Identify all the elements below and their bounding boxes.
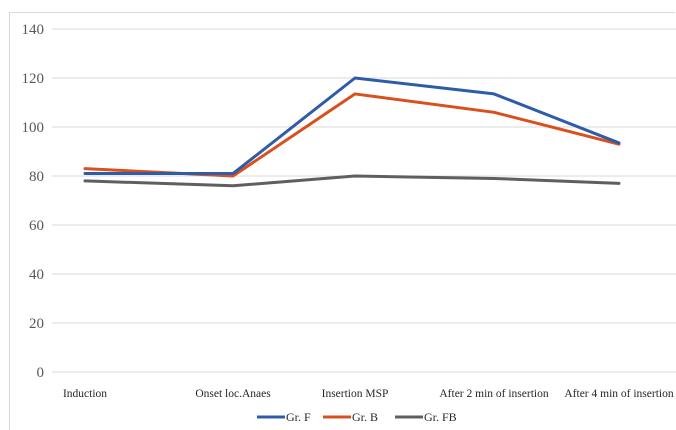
y-tick-label: 120	[22, 71, 45, 87]
x-tick-label: Insertion MSP	[322, 388, 389, 400]
series-line	[83, 76, 621, 176]
x-tick-label: Induction	[63, 388, 107, 400]
legend-label: Gr. F	[286, 410, 311, 424]
y-tick-label: 100	[22, 120, 45, 136]
y-tick-label: 0	[37, 365, 45, 381]
legend: Gr. F Gr. B Gr. FB	[257, 410, 457, 424]
x-axis-ticks: Induction Onset loc.Anaes Insertion MSP Aft…	[63, 388, 674, 400]
y-tick-label: 40	[29, 267, 44, 283]
y-tick-label: 80	[29, 169, 44, 185]
y-tick-label: 60	[29, 218, 44, 234]
legend-label: Gr. B	[352, 410, 378, 424]
series-line	[83, 92, 621, 178]
y-axis-ticks: 0 20 40 60 80 100 120 140	[22, 22, 45, 381]
chart-area	[9, 12, 675, 430]
x-tick-label: After 2 min of insertion	[439, 388, 548, 400]
x-tick-label: After 4 min of insertion	[564, 388, 673, 400]
x-tick-label: Onset loc.Anaes	[195, 388, 271, 400]
y-tick-label: 20	[29, 316, 44, 332]
series-lines	[83, 76, 621, 188]
legend-label: Gr. FB	[424, 410, 457, 424]
series-line	[83, 174, 621, 188]
y-tick-label: 140	[22, 22, 45, 38]
